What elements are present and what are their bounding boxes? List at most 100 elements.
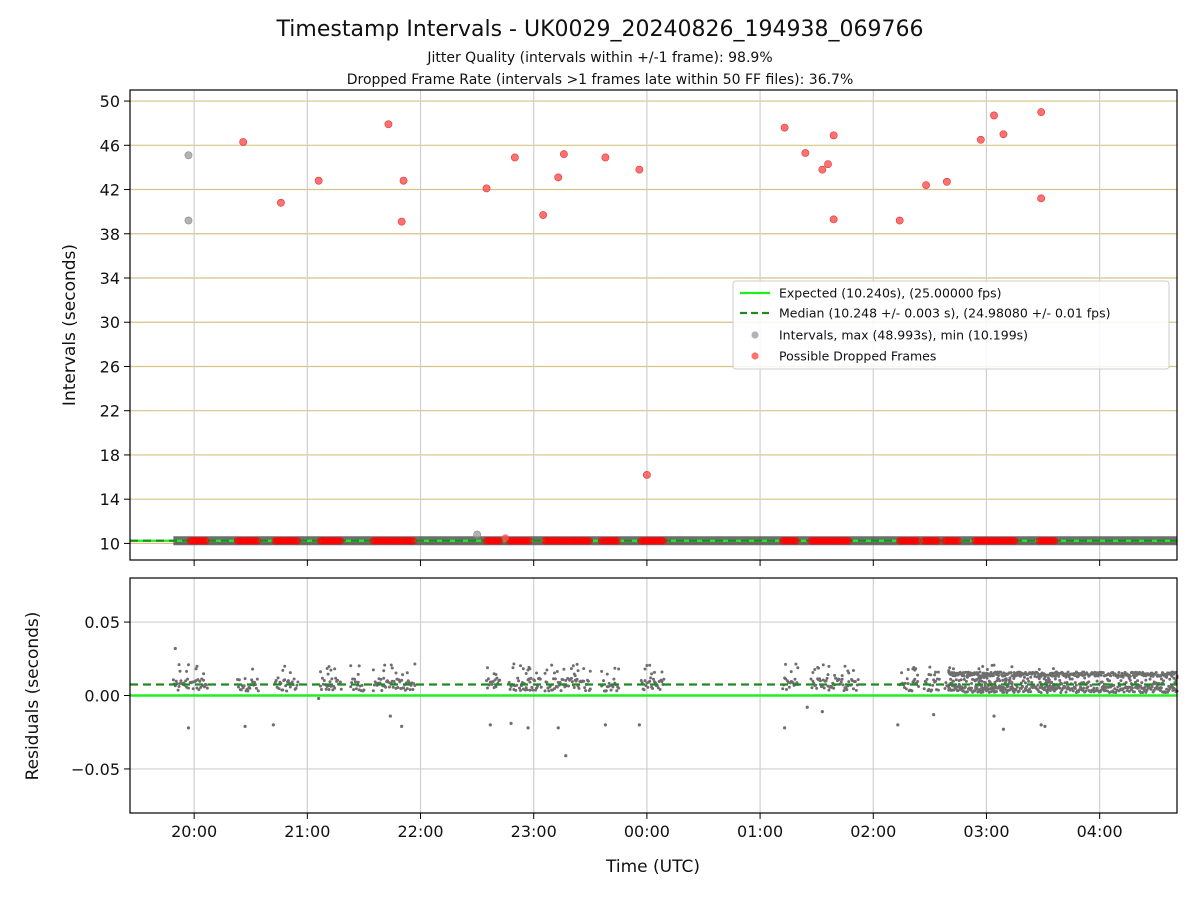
residual-point	[392, 679, 396, 683]
residual-point	[1012, 690, 1016, 694]
residual-point	[900, 671, 904, 675]
residual-point	[1124, 681, 1128, 685]
residual-point	[811, 670, 815, 674]
bottom-reference-lines	[130, 683, 1177, 697]
residual-point	[851, 669, 855, 673]
dropped-frame-point	[642, 470, 651, 479]
residual-point	[994, 690, 998, 694]
residual-point	[1122, 690, 1126, 694]
residual-point	[286, 679, 290, 683]
dropped-frame-cluster-point	[495, 536, 504, 545]
residual-point	[352, 677, 356, 681]
residual-point	[401, 673, 405, 677]
residual-point	[325, 667, 329, 671]
residual-point	[566, 676, 570, 680]
residual-point	[810, 686, 814, 690]
residual-outlier-point	[317, 696, 321, 701]
residual-point	[525, 688, 529, 692]
residual-point	[999, 670, 1003, 674]
residual-point	[970, 686, 974, 690]
x-tick-label: 23:00	[511, 822, 557, 841]
residual-point	[962, 677, 966, 681]
residual-point	[975, 687, 979, 691]
residual-point	[583, 686, 587, 690]
x-tick-label: 22:00	[397, 822, 443, 841]
residual-point	[178, 669, 182, 673]
residual-point	[1053, 677, 1057, 681]
residual-point	[330, 677, 334, 681]
dropped-frame-point	[239, 138, 248, 146]
residual-point	[333, 686, 337, 690]
legend-dropped-swatch	[751, 352, 759, 360]
bottom-y-axis-label: Residuals (seconds)	[23, 612, 43, 781]
residual-point	[985, 667, 989, 671]
residual-point	[384, 685, 388, 689]
residual-point	[925, 677, 929, 681]
residual-point	[533, 679, 537, 683]
residual-point	[1087, 680, 1091, 684]
residual-point	[1073, 686, 1077, 690]
dropped-frame-cluster-point	[293, 536, 302, 545]
bottom-y-tick-label: 0.00	[84, 687, 120, 706]
residual-point	[796, 666, 800, 670]
residual-point	[408, 688, 412, 692]
legend-expected-label: Expected (10.240s), (25.00000 fps)	[779, 286, 1001, 301]
residual-point	[1066, 670, 1070, 674]
residual-point	[573, 674, 577, 678]
residual-point	[1095, 679, 1099, 683]
bottom-y-tick-label: 0.05	[84, 613, 120, 632]
residual-point	[853, 680, 857, 684]
x-tick-label: 01:00	[737, 822, 783, 841]
residual-point	[1128, 678, 1132, 682]
residual-point	[1027, 679, 1031, 683]
residual-point	[329, 684, 333, 688]
residual-point	[387, 685, 391, 689]
dropped-frame-point	[829, 131, 838, 140]
residual-outlier-point	[556, 726, 560, 730]
legend-intervals-label: Intervals, max (48.993s), min (10.199s)	[779, 328, 1028, 343]
residual-point	[916, 679, 920, 683]
residual-point	[283, 678, 287, 682]
residual-point	[584, 689, 588, 693]
residual-point	[575, 677, 579, 681]
residual-point	[334, 676, 338, 680]
residual-point	[528, 688, 532, 692]
residual-point	[962, 674, 966, 678]
residual-point	[524, 672, 528, 676]
residual-point	[246, 689, 250, 693]
residual-point	[1117, 671, 1121, 675]
residual-point	[662, 677, 666, 681]
residual-point	[648, 663, 652, 667]
residual-point	[555, 685, 559, 689]
top-y-tick-label: 42	[100, 181, 120, 200]
residual-point	[174, 679, 178, 683]
residual-point	[349, 685, 353, 689]
residual-point	[839, 680, 843, 684]
residual-point	[840, 677, 844, 681]
residual-point	[327, 665, 331, 669]
residual-point	[256, 689, 260, 693]
residual-point	[824, 679, 828, 683]
dropped-frame-point	[314, 176, 323, 185]
residual-point	[928, 665, 932, 669]
residual-point	[545, 668, 549, 672]
residual-point	[186, 686, 190, 690]
residual-outlier-point	[388, 714, 392, 718]
residual-outlier-point	[564, 754, 568, 758]
residual-point	[784, 677, 788, 681]
dropped-frame-cluster-point	[659, 536, 668, 545]
residual-point	[177, 684, 181, 688]
residual-point	[328, 680, 332, 684]
residual-point	[199, 685, 203, 689]
dropped-frame-point	[559, 150, 568, 159]
residual-point	[818, 679, 822, 683]
residual-point	[486, 677, 490, 681]
residual-point	[1038, 680, 1042, 684]
residual-point	[333, 667, 337, 671]
residual-point	[1094, 689, 1098, 693]
bottom-y-tick-label: −0.05	[71, 760, 120, 779]
residual-point	[1148, 677, 1152, 681]
residual-point	[1101, 671, 1105, 675]
residual-point	[239, 688, 243, 692]
residual-point	[517, 679, 521, 683]
